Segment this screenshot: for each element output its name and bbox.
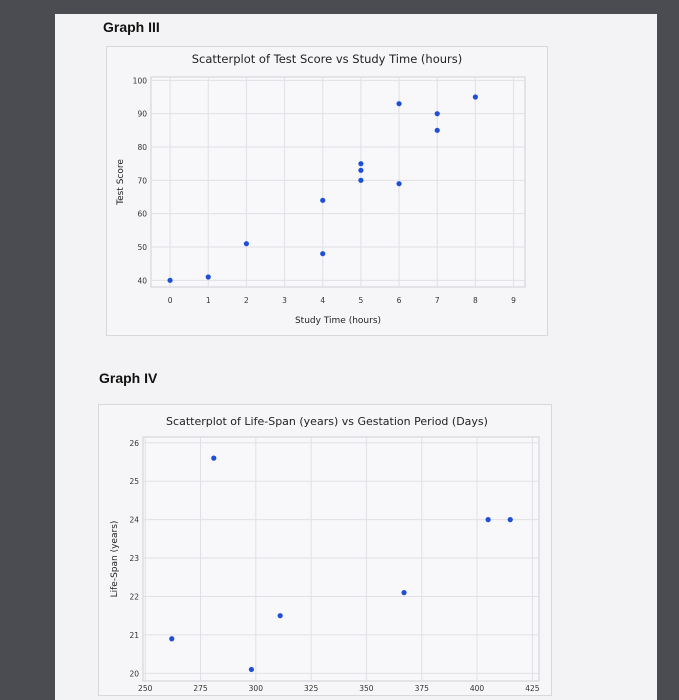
x-tick-label: 9 bbox=[511, 296, 516, 305]
x-tick-label: 5 bbox=[359, 296, 364, 305]
x-tick-label: 1 bbox=[206, 296, 211, 305]
y-tick-label: 23 bbox=[129, 554, 139, 563]
y-tick-label: 26 bbox=[129, 439, 139, 448]
graph-iv-label: Graph IV bbox=[99, 370, 158, 386]
data-point bbox=[243, 241, 250, 247]
x-tick-label: 8 bbox=[473, 296, 478, 305]
chart-panel-graph-iii: 0 1 2 3 4 5 6 7 8 9 40 50 60 70 80 90 100 Scatterplot of … bbox=[106, 46, 548, 336]
data-point bbox=[277, 613, 283, 619]
data-point bbox=[320, 251, 326, 257]
data-point bbox=[205, 274, 211, 280]
y-axis-label: Test Score bbox=[116, 159, 126, 206]
scatterplot-test-score-vs-study-time: 0 1 2 3 4 5 6 7 8 9 40 50 60 70 80 90 100 Scatterplot of … bbox=[116, 52, 526, 326]
data-point bbox=[358, 161, 364, 167]
y-tick-label: 70 bbox=[137, 176, 147, 185]
y-tick-label: 24 bbox=[129, 516, 139, 525]
scatterplot-life-span-vs-gestation: 250 275 300 325 350 375 400 425 20 21 22 23 24 25 26 Sc… bbox=[110, 415, 540, 693]
data-point bbox=[396, 181, 402, 187]
x-tick-label: 400 bbox=[470, 684, 485, 693]
data-point bbox=[434, 111, 440, 117]
x-tick-label: 7 bbox=[435, 296, 440, 305]
data-point bbox=[507, 517, 513, 523]
x-tick-label: 3 bbox=[282, 296, 287, 305]
data-point bbox=[358, 177, 364, 183]
x-tick-label: 0 bbox=[168, 296, 173, 305]
x-tick-label: 6 bbox=[397, 296, 402, 305]
x-tick-label: 4 bbox=[320, 296, 325, 305]
y-tick-label: 90 bbox=[137, 110, 147, 119]
data-point bbox=[169, 636, 175, 642]
x-tick-label: 2 bbox=[244, 296, 249, 305]
data-point bbox=[434, 127, 440, 133]
y-tick-label: 50 bbox=[137, 243, 147, 252]
y-tick-label: 40 bbox=[137, 276, 147, 285]
x-tick-label: 425 bbox=[525, 684, 540, 693]
chart-title: Scatterplot of Life-Span (years) vs Gest… bbox=[166, 415, 488, 428]
data-point bbox=[167, 277, 173, 283]
x-tick-label: 300 bbox=[249, 684, 264, 693]
data-point bbox=[320, 197, 326, 203]
y-tick-label: 20 bbox=[129, 669, 139, 678]
data-point bbox=[211, 455, 217, 461]
data-point bbox=[472, 94, 478, 100]
y-tick-label: 60 bbox=[137, 210, 147, 219]
data-point bbox=[248, 666, 255, 673]
x-tick-label: 350 bbox=[359, 684, 374, 693]
plot-area bbox=[150, 76, 526, 288]
data-point bbox=[401, 590, 407, 596]
y-tick-label: 100 bbox=[133, 76, 148, 85]
y-axis-label: Life-Span (years) bbox=[110, 521, 120, 598]
y-tick-label: 22 bbox=[129, 592, 139, 601]
x-tick-label: 275 bbox=[193, 684, 208, 693]
graph-iii-label: Graph III bbox=[103, 19, 160, 35]
plot-area bbox=[142, 436, 540, 682]
y-tick-label: 25 bbox=[129, 477, 139, 486]
chart-panel-graph-iv: 250 275 300 325 350 375 400 425 20 21 22 23 24 25 26 Sc… bbox=[98, 404, 552, 696]
x-tick-label: 325 bbox=[304, 684, 319, 693]
y-tick-label: 80 bbox=[137, 143, 147, 152]
chart-title: Scatterplot of Test Score vs Study Time … bbox=[192, 52, 463, 66]
x-tick-label: 375 bbox=[415, 684, 430, 693]
data-point bbox=[358, 167, 364, 173]
x-tick-label: 250 bbox=[138, 684, 153, 693]
y-tick-label: 21 bbox=[129, 631, 139, 640]
x-axis-label: Study Time (hours) bbox=[295, 316, 381, 326]
data-point bbox=[485, 517, 491, 523]
data-point bbox=[396, 101, 402, 107]
